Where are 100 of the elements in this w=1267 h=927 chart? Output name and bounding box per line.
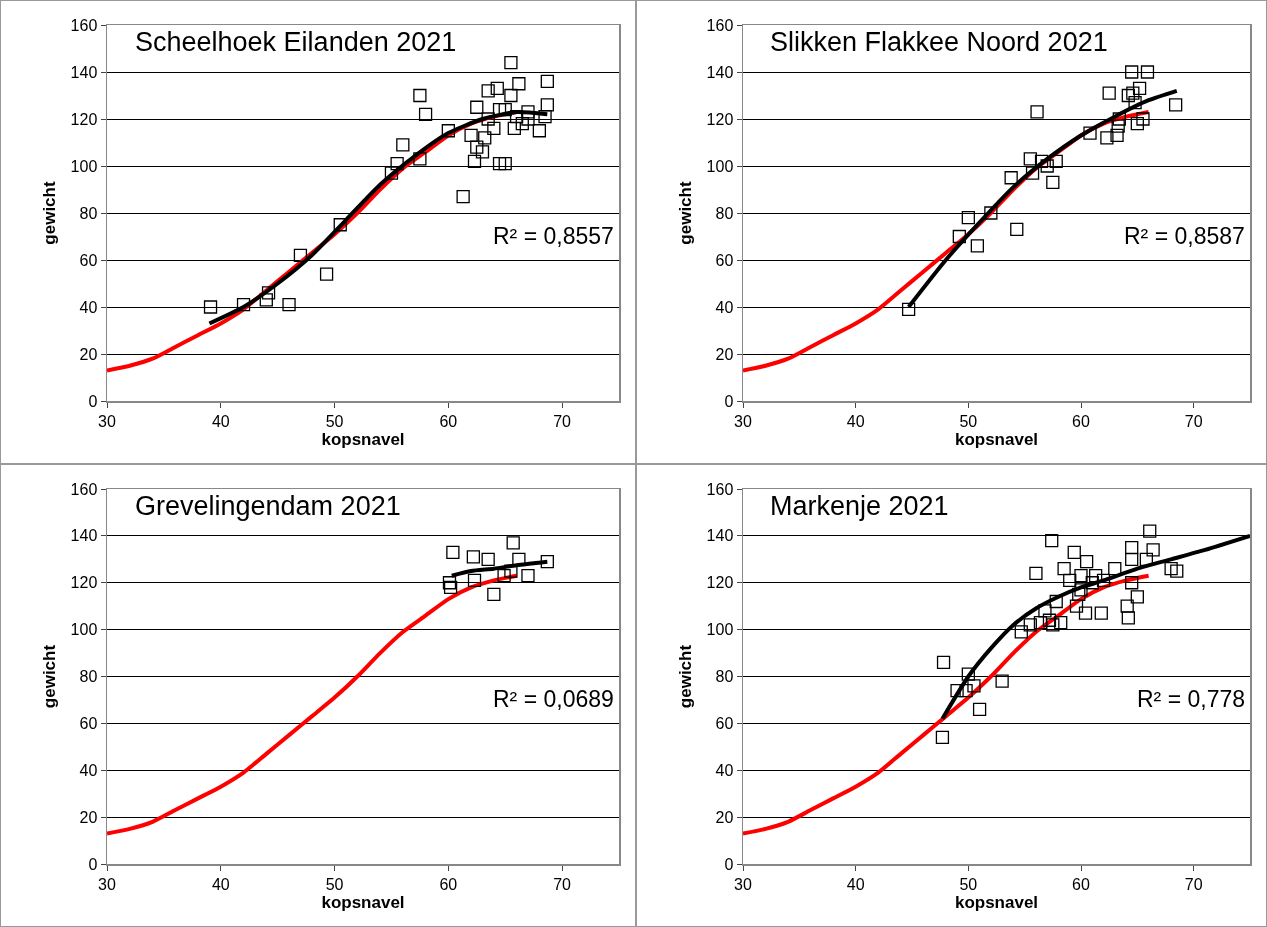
x-tick-label: 30 [98, 412, 116, 430]
point [1063, 573, 1077, 588]
y-tick-label: 20 [79, 808, 98, 826]
point [390, 157, 404, 171]
point [1132, 81, 1147, 96]
x-tick-label: 60 [439, 875, 458, 893]
point [1128, 95, 1142, 110]
point [478, 131, 492, 145]
point [498, 157, 512, 171]
point [261, 286, 276, 300]
x-tick-label: 60 [439, 412, 458, 430]
x-tick-label: 30 [734, 412, 752, 430]
point [1074, 583, 1088, 597]
point [512, 77, 526, 91]
point [1125, 540, 1139, 555]
y-tick-label: 80 [79, 204, 98, 222]
x-tick-label: 50 [959, 412, 978, 430]
point [1025, 166, 1040, 180]
y-tick-label: 40 [715, 298, 734, 316]
y-tick-label: 100 [706, 157, 734, 175]
point [1029, 566, 1043, 581]
point [481, 112, 495, 126]
point [1146, 543, 1160, 557]
y-tick-label: 80 [715, 204, 734, 222]
point [1004, 171, 1018, 185]
x-tick-label: 50 [959, 875, 978, 893]
point [481, 552, 495, 566]
point [466, 550, 481, 564]
point [1023, 618, 1037, 632]
point [1139, 552, 1153, 566]
point [1049, 154, 1063, 168]
x-tick-label: 50 [325, 412, 344, 430]
point [1168, 98, 1183, 112]
point [413, 88, 427, 103]
point [333, 218, 347, 232]
x-tick-label: 40 [846, 412, 865, 430]
point [504, 564, 518, 578]
point [490, 81, 504, 96]
y-axis-title: gewicht [676, 644, 696, 709]
chart-title: Scheelhoek Eilanden 2021 [135, 27, 457, 57]
y-tick-label: 40 [715, 761, 734, 779]
point [396, 138, 410, 152]
point [521, 569, 535, 583]
point [1010, 222, 1024, 237]
point [203, 300, 218, 314]
annotation: R² = 0,0689 [493, 686, 614, 712]
point [1033, 615, 1048, 630]
point [1023, 152, 1037, 166]
y-tick-label: 60 [715, 714, 734, 732]
point [1078, 606, 1093, 620]
point [959, 683, 973, 698]
point [497, 569, 511, 583]
y-tick-label: 20 [79, 345, 98, 363]
point [481, 84, 495, 98]
point [1126, 86, 1140, 100]
y-tick-label: 80 [715, 668, 734, 686]
point [540, 555, 554, 569]
y-tick-label: 80 [79, 668, 98, 686]
annotation: R² = 0,8587 [1124, 223, 1245, 249]
point [540, 74, 554, 89]
y-tick-label: 140 [70, 63, 98, 81]
point [293, 248, 308, 262]
point [1112, 112, 1126, 126]
x-tick-label: 70 [1184, 875, 1203, 893]
point [532, 124, 547, 138]
x-tick-label: 70 [553, 412, 572, 430]
y-tick-label: 160 [70, 16, 98, 34]
y-tick-label: 0 [88, 392, 98, 410]
point [1049, 594, 1063, 609]
annotation: R² = 0,8557 [493, 223, 614, 249]
point [1170, 564, 1184, 578]
y-tick-label: 120 [70, 110, 98, 128]
y-tick-label: 120 [70, 574, 98, 592]
chart-title: Grevelingendam 2021 [135, 491, 401, 521]
y-axis-title: gewicht [676, 181, 696, 245]
point [1042, 613, 1057, 627]
chart-title: Markenje 2021 [770, 491, 949, 521]
point [1034, 154, 1049, 168]
point [984, 206, 998, 220]
point [384, 166, 399, 180]
y-tick-label: 100 [70, 157, 98, 175]
x-axis-title: kopsnavel [321, 429, 405, 449]
point [442, 576, 457, 590]
point [1111, 119, 1125, 133]
point [1140, 65, 1155, 79]
point [507, 121, 521, 136]
point [464, 128, 478, 143]
point [1079, 555, 1094, 569]
y-tick-label: 0 [724, 392, 734, 410]
point [901, 302, 916, 316]
y-tick-label: 60 [79, 714, 98, 732]
point [475, 145, 490, 159]
point [487, 121, 501, 136]
y-tick-label: 160 [70, 480, 98, 498]
x-tick-label: 30 [734, 875, 752, 893]
point [1045, 533, 1059, 548]
point [1143, 524, 1157, 538]
point [961, 667, 975, 681]
point [487, 587, 501, 602]
point [1110, 128, 1124, 143]
